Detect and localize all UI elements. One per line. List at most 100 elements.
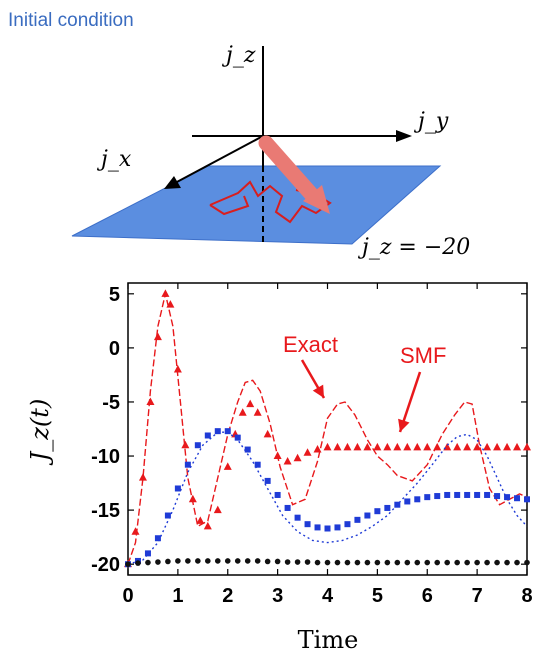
data-point-circle [224, 558, 231, 564]
data-point-triangle [333, 442, 342, 451]
data-point-triangle [263, 429, 272, 438]
series-exact-dotted [127, 431, 528, 565]
y-tick-label: -5 [102, 392, 120, 414]
data-point-circle [244, 558, 251, 564]
data-point-triangle [131, 527, 140, 535]
data-point-circle [374, 559, 381, 566]
data-point-circle [494, 559, 500, 566]
data-point-circle [504, 559, 510, 566]
y-tick-label: -15 [91, 500, 120, 522]
data-point-square [254, 461, 261, 468]
jy-axis-label: j_y [413, 109, 449, 134]
data-point-triangle [313, 445, 322, 453]
x-tick-label: 6 [422, 585, 433, 607]
diagram-title: Initial condition [8, 10, 134, 31]
jz-axis-label: j_z [221, 43, 256, 68]
data-point-triangle [161, 289, 170, 297]
data-point-square [244, 446, 251, 453]
data-point-triangle [166, 300, 175, 308]
annotation-layer: Exact SMF [283, 332, 446, 433]
data-point-square [204, 432, 211, 439]
data-point-circle [524, 559, 530, 566]
x-tick-label: 3 [272, 585, 283, 607]
data-point-circle [125, 561, 131, 567]
y-tick-label: 0 [109, 338, 120, 360]
data-point-square [154, 535, 161, 542]
data-point-triangle [138, 473, 147, 481]
data-point-triangle [173, 365, 182, 373]
data-point-circle [354, 559, 361, 566]
data-point-square [524, 496, 530, 503]
data-point-triangle [238, 408, 247, 416]
annotation-arrowhead [312, 384, 324, 398]
y-tick-label: 5 [109, 284, 120, 306]
annotation-arrowhead [398, 418, 410, 432]
data-point-circle [514, 559, 520, 566]
data-point-triangle [181, 440, 190, 449]
spin-vector-shaft [258, 135, 320, 203]
data-point-circle [414, 559, 421, 566]
data-point-triangle [223, 462, 232, 470]
data-point-square [464, 491, 471, 498]
data-point-triangle [283, 456, 292, 465]
initial-condition-diagram: Initial condition j_z j_y j_x j_z = −20 [8, 10, 470, 260]
y-tick-label: -20 [91, 554, 120, 576]
plane-label: j_z = −20 [357, 235, 470, 260]
x-tick-label: 4 [322, 585, 334, 607]
data-point-square [144, 550, 151, 557]
x-tick-label: 1 [172, 585, 183, 607]
data-point-circle [155, 559, 161, 565]
data-point-square [184, 461, 191, 468]
data-point-triangle [433, 442, 442, 451]
data-point-square [334, 524, 341, 531]
data-point-square [444, 491, 451, 498]
data-point-circle [394, 559, 401, 566]
data-point-circle [424, 559, 431, 566]
data-point-square [454, 491, 461, 498]
data-point-triangle [463, 442, 472, 451]
data-point-triangle [383, 442, 392, 451]
data-point-triangle [523, 442, 531, 451]
data-point-square [164, 512, 171, 519]
data-point-triangle [246, 399, 255, 408]
data-point-circle [274, 558, 281, 565]
data-point-triangle [188, 494, 197, 503]
data-point-square [514, 495, 521, 502]
data-point-square [384, 504, 391, 511]
data-point-triangle [353, 442, 362, 451]
jy-arrowhead [396, 130, 412, 142]
y-axis-label: J_z(t) [26, 399, 54, 467]
data-point-triangle [343, 442, 352, 451]
data-point-triangle [153, 332, 162, 341]
data-point-square [424, 494, 431, 501]
data-point-circle [484, 559, 490, 566]
x-axis-label: Time [298, 626, 359, 654]
data-point-square [224, 428, 231, 435]
series-exact [127, 293, 528, 565]
data-point-circle [165, 558, 171, 565]
x-tick-label: 8 [521, 585, 532, 607]
data-point-circle [135, 560, 141, 566]
data-point-square [494, 493, 501, 500]
data-point-square [484, 491, 491, 498]
x-axis-ticks: 0 1 2 3 4 5 6 7 8 [122, 283, 533, 607]
x-tick-label: 2 [222, 585, 233, 607]
data-point-triangle [323, 442, 332, 451]
spin-vector-head [303, 185, 330, 214]
data-point-circle [264, 558, 271, 565]
data-point-square [354, 516, 361, 523]
data-point-circle [384, 559, 391, 566]
y-axis-ticks: 5 0 -5 -10 -15 -20 [91, 284, 527, 576]
x-tick-label: 0 [122, 585, 133, 607]
data-point-triangle [203, 521, 212, 530]
data-point-triangle [303, 448, 312, 456]
data-point-circle [364, 559, 371, 566]
data-point-square [474, 491, 481, 498]
data-point-circle [205, 558, 211, 564]
data-point-circle [284, 559, 291, 565]
data-point-square [294, 514, 301, 521]
data-point-triangle [196, 516, 205, 524]
data-point-triangle [483, 442, 492, 451]
data-point-square [324, 525, 331, 532]
